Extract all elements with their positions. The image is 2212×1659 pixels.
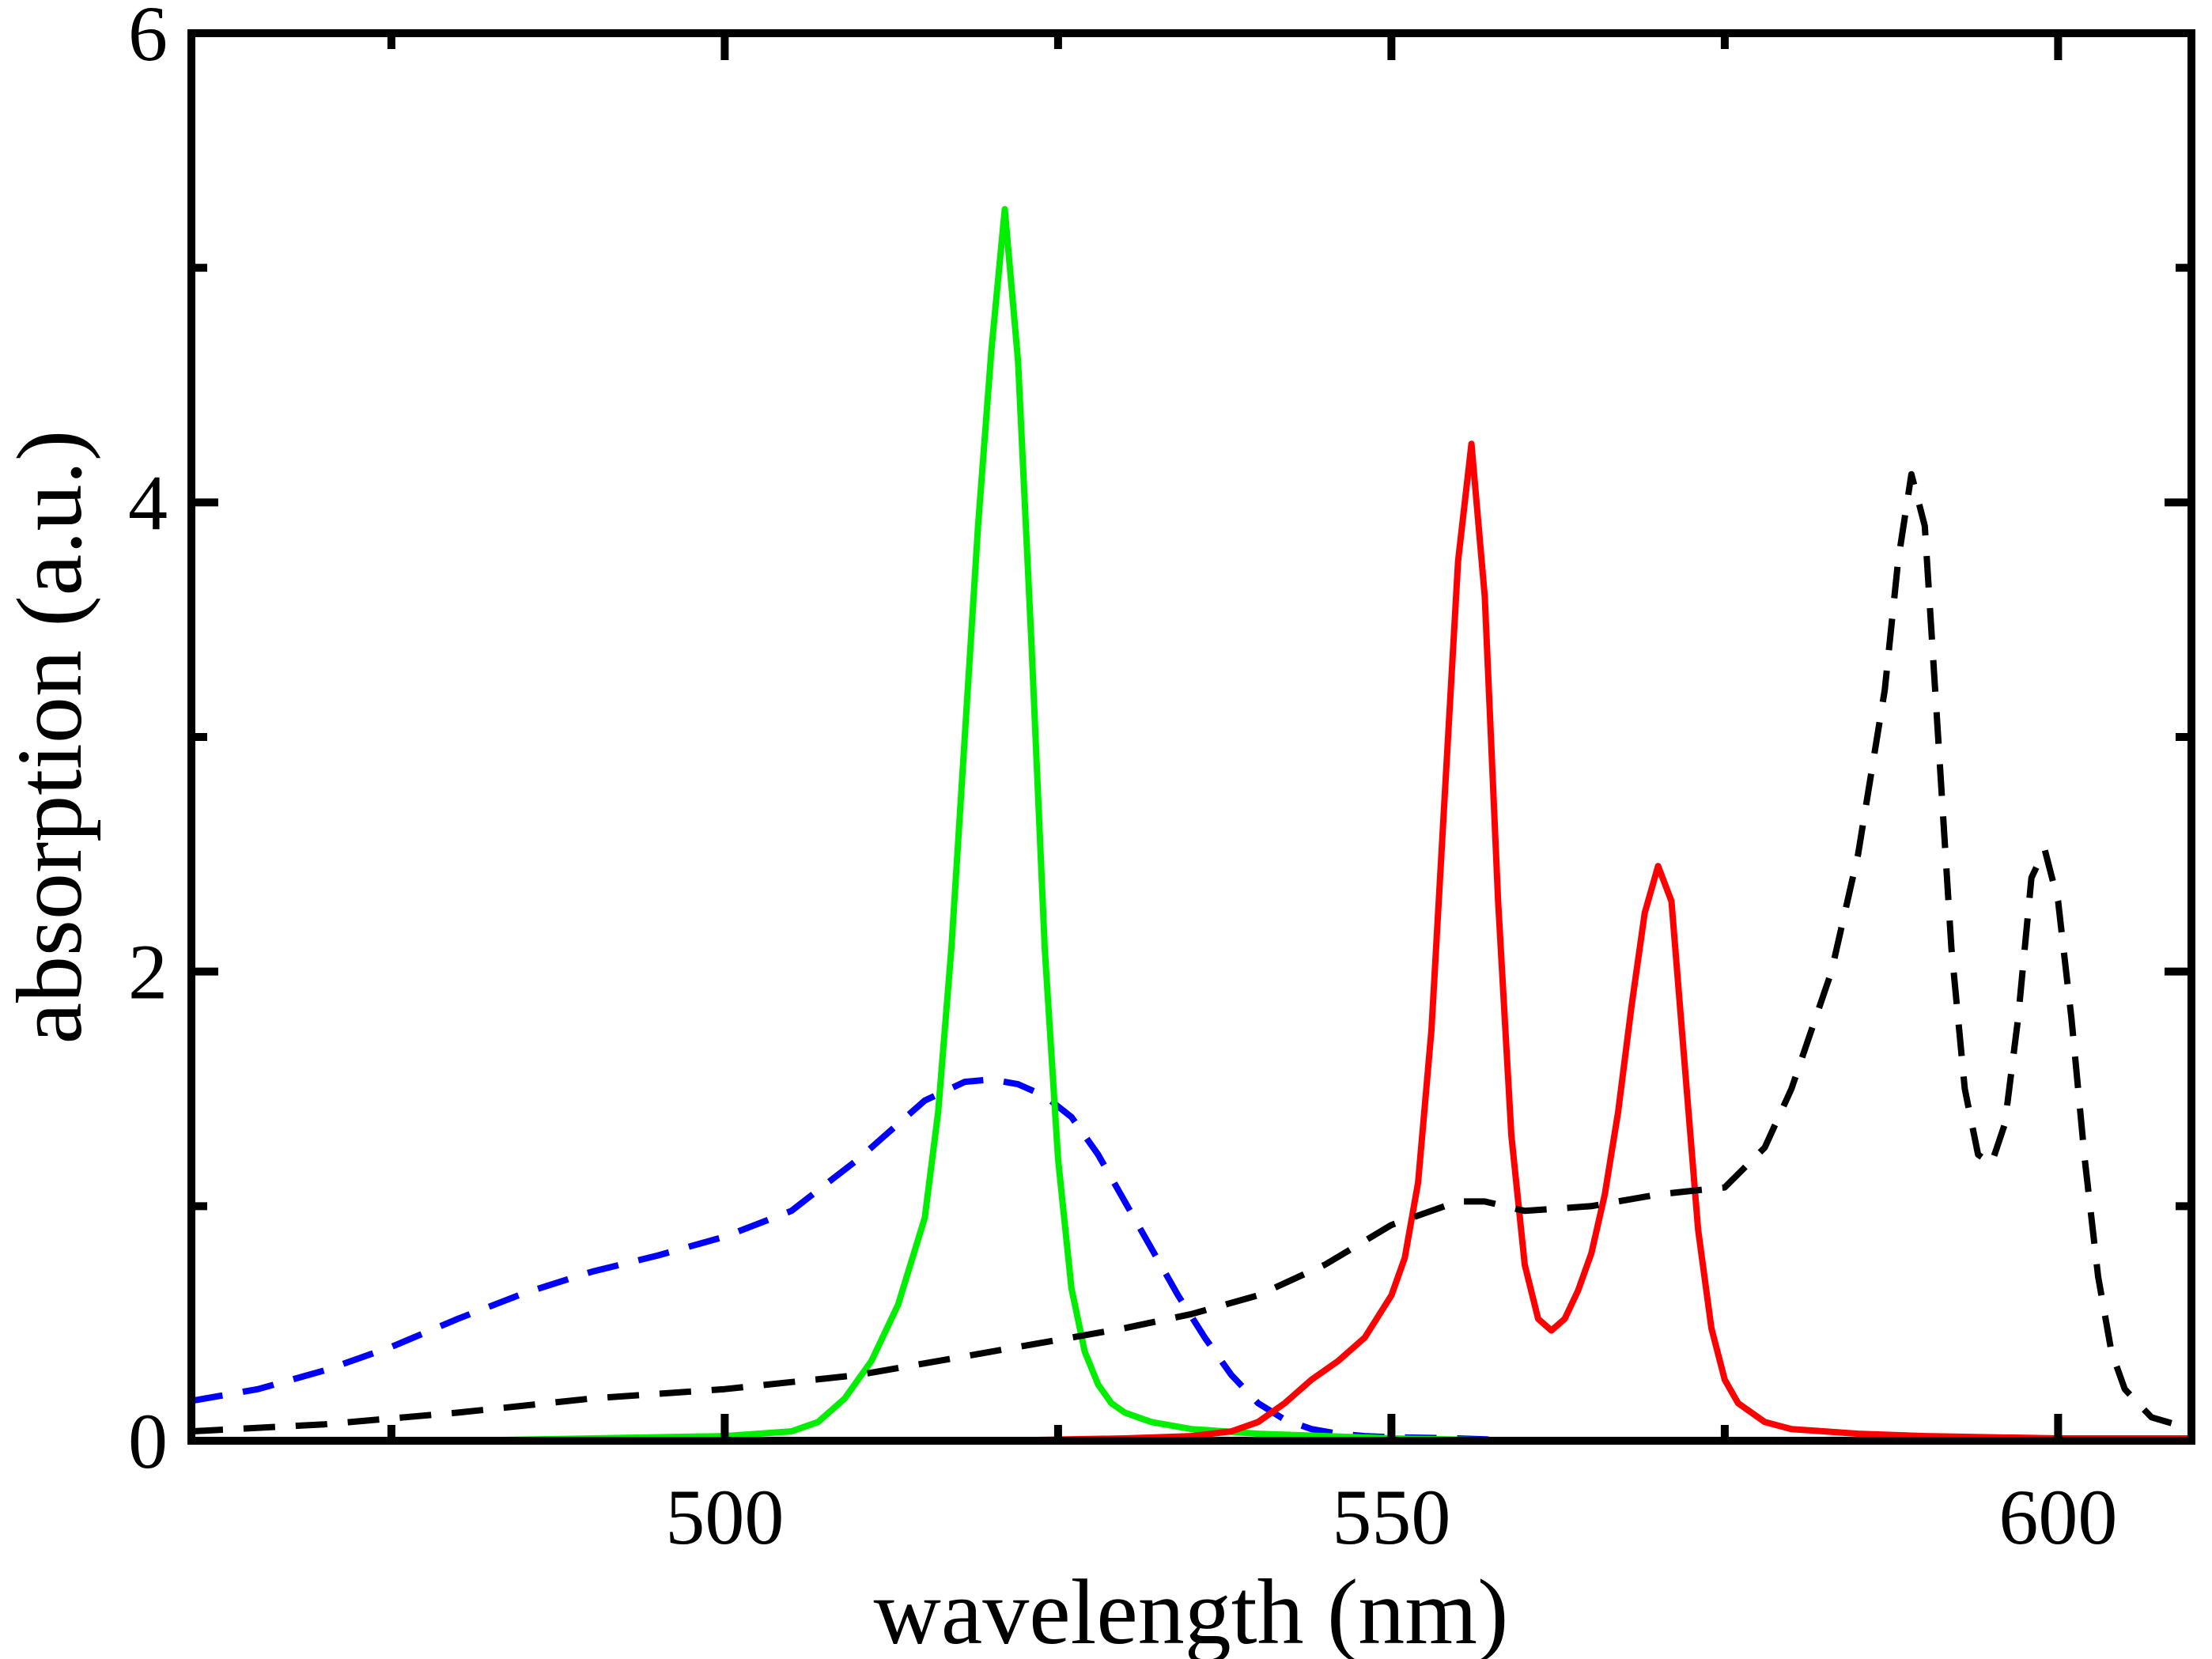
y-tick-label: 6: [128, 0, 168, 77]
x-tick-label: 550: [1332, 1473, 1450, 1561]
series-line-red-solid: [191, 440, 2191, 1444]
x-tick-label: 500: [665, 1473, 784, 1561]
plot-frame: [187, 29, 2195, 1445]
series-line-black-dashed: [191, 470, 2193, 1435]
y-tick-label: 2: [128, 928, 168, 1016]
labels-layer: 500 550 600 0 2 4 6: [128, 0, 2117, 1561]
y-axis-title: absorption (a.u.): [0, 430, 101, 1045]
x-tick-label: 600: [1998, 1473, 2117, 1561]
y-tick-label: 0: [128, 1397, 168, 1485]
y-tick-label: 4: [128, 459, 168, 546]
x-axis-title: wavelength (nm): [874, 1560, 1509, 1659]
series-line-green-solid: [191, 206, 2191, 1444]
